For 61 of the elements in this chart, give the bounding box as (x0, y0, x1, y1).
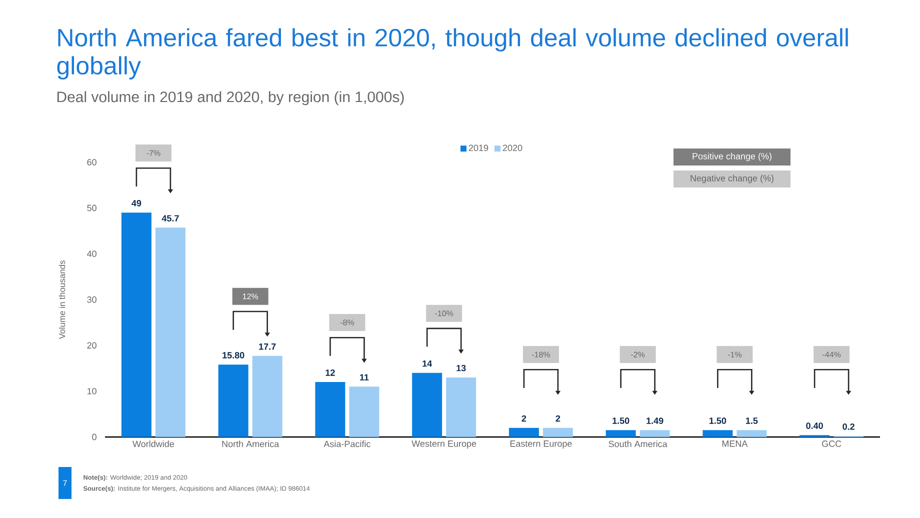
bar (252, 356, 282, 437)
annotation: -10% (435, 310, 454, 316)
text: 7 (63, 480, 67, 486)
bar (508, 428, 539, 437)
x-tick-label: GCC (822, 440, 842, 447)
data-label: 17.7 (259, 344, 276, 350)
annotation: Negative change (%) (690, 174, 774, 184)
annotation: -1% (728, 352, 742, 358)
bar (412, 372, 442, 437)
bar (315, 382, 346, 437)
data-label: 1.5 (746, 418, 758, 424)
y-tick-label: 60 (87, 158, 96, 166)
bar (640, 430, 670, 437)
x-tick-label: Asia-Pacific (324, 440, 370, 448)
y-tick-label: 0 (92, 434, 96, 440)
bar (155, 228, 186, 437)
bar (606, 430, 636, 437)
y-axis-title: Volume in thousands (58, 260, 66, 340)
text: -7% (146, 150, 160, 156)
annotation: -18% (532, 352, 550, 358)
bar (702, 430, 733, 437)
data-label: 11 (360, 374, 369, 380)
data-label: 14 (422, 360, 432, 367)
bar (736, 430, 767, 437)
annotation: -2% (631, 352, 645, 358)
x-tick-label: South America (608, 440, 668, 448)
data-label: 0.2 (842, 423, 854, 430)
annotation: -44% (822, 352, 841, 358)
data-label: 2 (522, 415, 526, 422)
data-label: 45.7 (162, 215, 179, 222)
data-label: 2 (556, 415, 560, 422)
data-label: 49 (132, 200, 142, 206)
y-tick-label: 20 (87, 342, 96, 349)
x-tick-label: North America (222, 440, 280, 448)
data-label: 13 (456, 364, 466, 372)
bar (542, 428, 573, 437)
data-label: 1.50 (612, 418, 630, 424)
data-label: 1.50 (709, 418, 726, 424)
chart-title: North America fared best in 2020, though deal volume declined overall globally (57, 28, 848, 80)
x-tick-label: Western Europe (412, 440, 476, 449)
x-tick-label: Eastern Europe (510, 440, 572, 449)
bar (218, 364, 248, 437)
data-label: 0.40 (806, 422, 823, 429)
legend-label: 2019 (468, 144, 488, 152)
data-label: 1.49 (646, 418, 664, 424)
x-tick-label: Worldwide (132, 440, 174, 448)
y-tick-label: 40 (87, 250, 96, 257)
y-tick-label: 50 (87, 204, 96, 212)
annotation: -8% (340, 320, 354, 326)
y-tick-label: 10 (87, 388, 96, 394)
text: Positive change (%) (692, 152, 772, 162)
y-tick-label: 30 (87, 296, 96, 303)
bar (349, 386, 380, 437)
bar (121, 212, 152, 437)
data-label: 12 (326, 370, 335, 376)
chart-subtitle: Deal volume in 2019 and 2020, by region (in 1,000s) (57, 91, 404, 106)
x-tick-label: MENA (722, 440, 748, 447)
data-label: 15.80 (222, 352, 244, 358)
legend-label: 2020 (502, 144, 522, 152)
bar (446, 377, 476, 437)
annotation: 12% (242, 294, 258, 300)
